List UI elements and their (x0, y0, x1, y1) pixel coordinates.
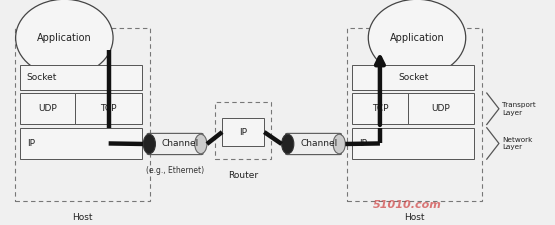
Ellipse shape (333, 134, 345, 154)
Bar (75, 93, 142, 124)
Text: Channel: Channel (300, 140, 337, 148)
Text: TCP: TCP (100, 104, 117, 113)
Ellipse shape (143, 134, 155, 154)
Bar (20, 65, 142, 90)
Text: Channel: Channel (162, 140, 199, 148)
Bar (407, 93, 474, 124)
Text: Application: Application (37, 33, 92, 43)
Bar (352, 65, 474, 90)
Text: 51010.com: 51010.com (373, 200, 442, 210)
Bar (215, 102, 271, 159)
Text: IP: IP (239, 128, 247, 137)
Text: (e.g., Ethernet): (e.g., Ethernet) (146, 166, 204, 175)
Bar (20, 128, 142, 159)
Text: Host: Host (404, 213, 425, 222)
Text: TCP: TCP (372, 104, 388, 113)
Bar (347, 28, 482, 201)
Text: Router: Router (228, 171, 258, 180)
Text: Application: Application (390, 33, 445, 43)
Text: Transport
Layer: Transport Layer (502, 102, 536, 115)
Text: Network
Layer: Network Layer (502, 137, 533, 150)
Ellipse shape (369, 0, 466, 76)
Bar (14, 28, 150, 201)
Ellipse shape (195, 134, 207, 154)
Ellipse shape (16, 0, 113, 76)
Text: IP: IP (27, 139, 35, 148)
Ellipse shape (281, 134, 294, 154)
Bar (222, 118, 264, 146)
Text: Host: Host (72, 213, 93, 222)
FancyBboxPatch shape (285, 133, 341, 155)
Bar (352, 93, 407, 124)
Bar (20, 93, 75, 124)
Bar (352, 128, 474, 159)
Text: IP: IP (359, 139, 367, 148)
Text: UDP: UDP (431, 104, 450, 113)
FancyBboxPatch shape (147, 133, 203, 155)
Text: Socket: Socket (398, 73, 428, 82)
Text: UDP: UDP (38, 104, 57, 113)
Text: Socket: Socket (27, 73, 57, 82)
